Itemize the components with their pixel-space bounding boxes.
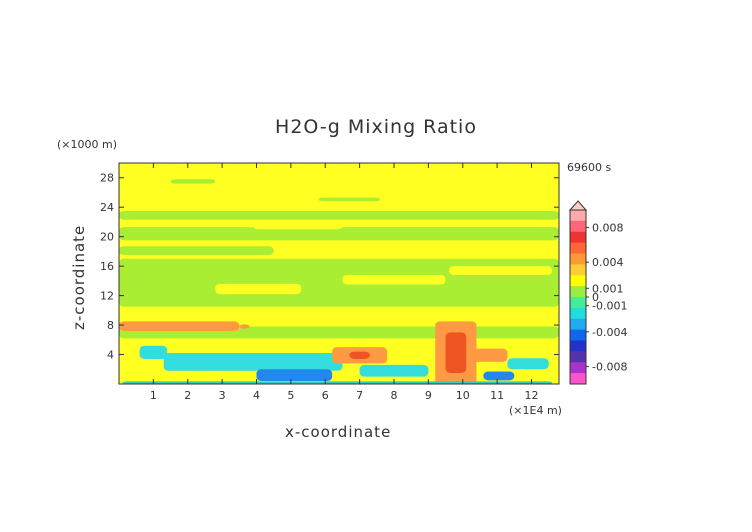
x-tick-label: 6 xyxy=(322,389,329,402)
chart-title: H2O-g Mixing Ratio xyxy=(275,116,477,138)
colorbar-tick-label: 0.004 xyxy=(592,256,624,269)
x-tick-label: 2 xyxy=(184,389,191,402)
x-tick-label: 3 xyxy=(219,389,226,402)
x-tick-label: 9 xyxy=(425,389,432,402)
x-tick-label: 11 xyxy=(490,389,504,402)
colorbar-tick-label: -0.008 xyxy=(592,361,627,374)
colorbar-tick-label: -0.004 xyxy=(592,326,627,339)
orange-layer-left xyxy=(119,321,240,331)
cyan-patch-far-right xyxy=(507,358,549,370)
green-spot-27 xyxy=(170,179,216,184)
y-axis-title: z-coordinate xyxy=(70,224,88,330)
x-tick-label: 1 xyxy=(150,389,157,402)
x-tick-label: 4 xyxy=(253,389,260,402)
cyan-patch-right xyxy=(359,364,429,377)
colorbar-tick-label: -0.001 xyxy=(592,300,627,313)
colorbar-segment xyxy=(570,242,586,254)
x-tick-label: 12 xyxy=(525,389,539,402)
colorbar-segment xyxy=(570,253,586,265)
y-tick-label: 12 xyxy=(100,290,114,303)
colorbar-segment xyxy=(570,307,586,320)
yellow-patch-12 xyxy=(215,283,302,295)
y-tick-label: 24 xyxy=(100,201,114,214)
plot-frame xyxy=(118,162,560,385)
y-tick-label: 8 xyxy=(107,319,114,332)
x-axis-title: x-coordinate xyxy=(285,423,392,441)
yellow-patch-15 xyxy=(449,266,553,275)
colorbar-segment xyxy=(570,286,586,298)
y-tick-label: 4 xyxy=(107,349,114,362)
time-label: 69600 s xyxy=(567,161,612,174)
plot-area xyxy=(119,163,559,384)
colorbar-segment xyxy=(570,210,586,222)
x-tick-label: 8 xyxy=(391,389,398,402)
colorbar-segment xyxy=(570,318,586,331)
x-unit-label: (×1E4 m) xyxy=(509,404,562,417)
surface-layer xyxy=(122,381,553,384)
y-tick-label: 28 xyxy=(100,172,114,185)
colorbar-extend-arrow xyxy=(568,200,588,211)
colorbar-tick-label: 0.001 xyxy=(592,282,624,295)
blue-patch-right xyxy=(483,371,515,381)
colorbar-segment xyxy=(570,373,586,385)
green-layer-mid xyxy=(119,258,559,307)
orange-patch-right xyxy=(473,348,508,362)
colorbar-segment xyxy=(570,275,586,287)
colorbar-segment xyxy=(570,340,586,352)
y-tick-label: 20 xyxy=(100,231,114,244)
blue-patch-low xyxy=(256,369,333,382)
y-tick-label: 16 xyxy=(100,260,114,273)
green-band-18 xyxy=(119,246,274,256)
green-band-20 xyxy=(119,227,559,241)
x-tick-label: 5 xyxy=(287,389,294,402)
green-spot-25 xyxy=(318,197,381,202)
y-unit-label: (×1000 m) xyxy=(57,138,118,151)
yellow-patch-14 xyxy=(342,274,446,285)
yellow-patch-9 xyxy=(129,311,240,320)
colorbar-segment xyxy=(570,362,586,374)
colorbar-segment xyxy=(570,264,586,276)
orange-tail xyxy=(239,324,250,329)
x-tick-label: 10 xyxy=(456,389,470,402)
cyan-layer-low xyxy=(163,353,343,371)
colorbar-segment xyxy=(570,329,586,341)
colorbar-tick-label: 0 xyxy=(592,291,599,304)
yellow-gap-21 xyxy=(253,223,343,230)
red-core-center xyxy=(349,351,370,359)
colorbar-segment xyxy=(570,220,586,233)
green-band-22 xyxy=(119,210,559,220)
red-core-right xyxy=(445,332,467,373)
colorbar-segment xyxy=(570,231,586,244)
x-tick-label: 7 xyxy=(356,389,363,402)
cyan-patch-left xyxy=(139,345,168,359)
colorbar-tick-label: 0.008 xyxy=(592,221,624,234)
colorbar-segment xyxy=(570,297,586,309)
colorbar-segment xyxy=(570,351,586,363)
